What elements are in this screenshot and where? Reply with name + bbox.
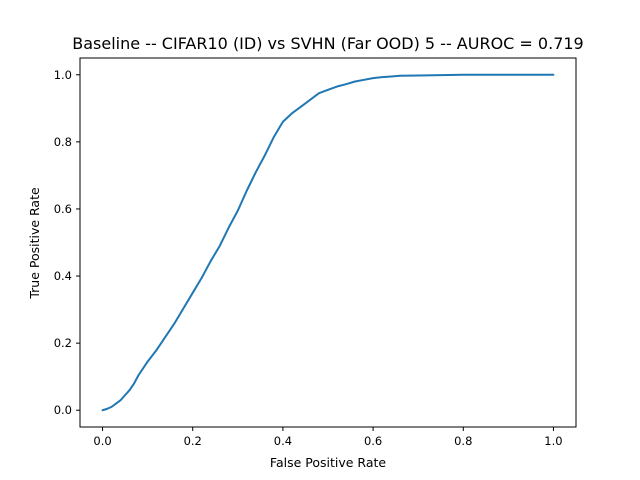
y-tick-label: 0.6 <box>54 202 72 216</box>
plot-frame <box>79 57 577 428</box>
x-tick-label: 0.0 <box>93 434 111 448</box>
x-tick-label: 0.2 <box>184 434 202 448</box>
chart-title: Baseline -- CIFAR10 (ID) vs SVHN (Far OO… <box>72 34 583 53</box>
y-tick-label: 0.2 <box>54 336 72 350</box>
y-tick-label: 0.4 <box>54 269 72 283</box>
x-tick-label: 0.6 <box>364 434 382 448</box>
y-tick-label: 1.0 <box>54 68 72 82</box>
y-tick-label: 0.8 <box>54 135 72 149</box>
y-axis-label: True Positive Rate <box>27 187 42 300</box>
x-axis-label: False Positive Rate <box>270 455 386 470</box>
x-tick-label: 0.8 <box>454 434 472 448</box>
x-tick-label: 0.4 <box>274 434 292 448</box>
y-tick-label: 0.0 <box>54 403 72 417</box>
roc-curve-line <box>101 73 555 412</box>
x-axis-ticks: 0.0 0.2 0.4 0.6 0.8 1.0 <box>93 427 563 448</box>
x-tick-label: 1.0 <box>544 434 562 448</box>
y-axis-ticks: 0.0 0.2 0.4 0.6 0.8 1.0 <box>54 68 80 417</box>
